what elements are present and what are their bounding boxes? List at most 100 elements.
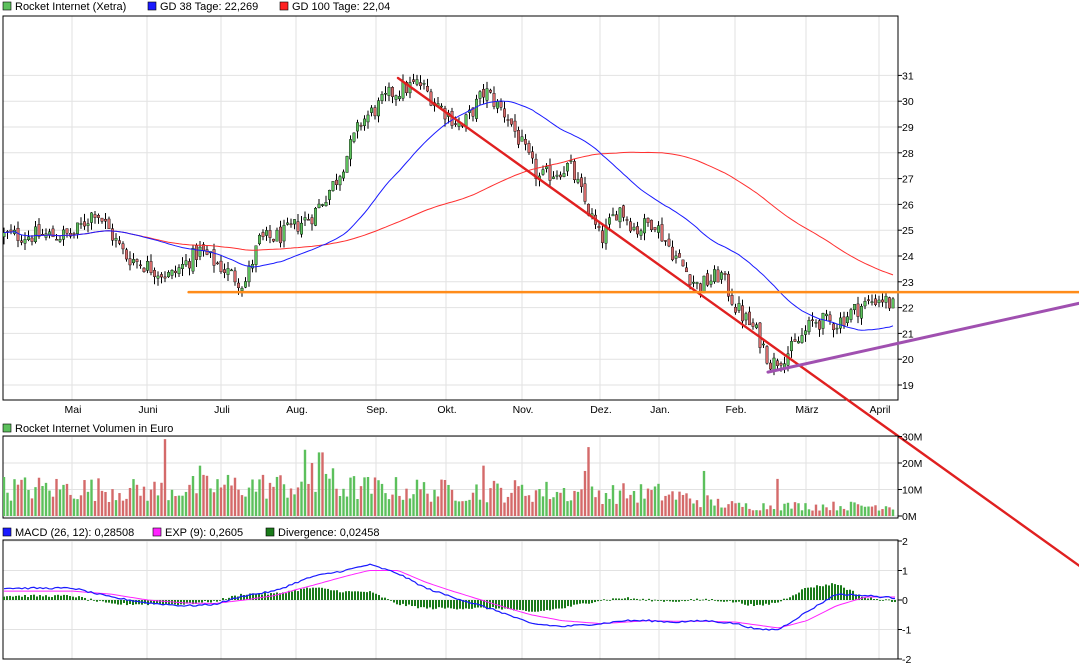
candle-body [356,122,360,132]
candle-body [293,219,297,225]
divergence-bar [588,600,590,604]
volume-bar [545,481,548,516]
divergence-bar [774,600,776,603]
divergence-bar [642,598,644,600]
divergence-bar [648,598,650,600]
volume-bar [3,476,6,516]
volume-tick-label: 0M [902,511,917,523]
divergence-bar [885,599,887,601]
legend-macd: MACD (26, 12): 0,28508 [15,527,134,539]
volume-bar [146,500,149,516]
candle-body [597,226,601,228]
divergence-bar [708,600,710,601]
divergence-bar [210,600,212,603]
volume-bar [489,488,492,516]
candle-body [236,282,240,289]
candle-body [716,269,720,283]
candle-body [55,239,59,241]
candle-body [422,83,426,85]
candle-body [240,287,244,291]
candle-body [324,202,328,207]
volume-bar [86,491,90,516]
divergence-bar [99,600,101,601]
volume-bar [338,496,342,516]
candle-body [180,264,184,269]
divergence-bar [384,597,386,600]
candle-body [391,87,395,97]
divergence-bar [153,600,155,605]
volume-bar [349,477,352,516]
divergence-bar [48,596,50,600]
volume-bar [55,478,58,516]
divergence-bar [438,600,440,608]
candle-body [317,203,321,208]
divergence-bar [660,600,662,601]
candle-body [159,274,163,278]
volume-bar [779,510,783,516]
candle-body [653,227,657,230]
volume-bar [58,489,62,516]
candle-body [674,255,678,259]
candle-body [142,267,146,272]
candle-body [853,304,857,311]
divergence-bar [594,600,596,603]
divergence-bar [840,585,842,600]
candle-body [405,82,409,93]
divergence-bar [759,600,761,605]
candle-body [734,307,738,313]
volume-bar [387,499,391,516]
divergence-bar [108,600,110,603]
volume-bar [44,482,48,516]
legend-swatch-price [2,1,12,11]
divergence-bar [228,597,230,600]
divergence-bar [450,600,452,609]
candle-body [79,223,83,225]
volume-bar [370,493,373,516]
volume-bar [674,499,678,516]
volume-bar [618,490,622,516]
divergence-bar [864,597,866,600]
divergence-bar [489,600,491,609]
volume-bar [755,510,758,516]
volume-bar [174,496,177,516]
volume-bar [804,503,807,516]
volume-bar [576,491,580,516]
candle-body [713,269,717,282]
candle-body [27,236,31,241]
divergence-bar [558,600,560,609]
volume-bar [790,508,793,516]
price-tick-label: 19 [902,380,914,392]
volume-bar [821,504,825,516]
candle-body [629,221,633,232]
candle-body [58,239,62,242]
candle-body [685,267,689,273]
legend-swatch-gd38 [147,1,157,11]
candle-body [657,225,661,233]
volume-bar [401,499,405,516]
volume-bar [615,503,618,516]
divergence-bar [336,590,338,600]
divergence-bar [867,598,869,600]
candle-body [37,224,41,237]
candle-body [867,299,871,301]
divergence-bar [150,600,152,604]
macd-tick-label: 1 [902,566,908,578]
volume-bar [345,496,349,516]
divergence-bar [687,600,689,601]
divergence-bar [282,592,284,600]
candle-body [184,260,188,266]
divergence-bar [432,600,434,610]
candle-body [478,91,482,99]
divergence-bar [735,600,737,603]
volume-bar [198,465,202,516]
candle-body [709,280,713,285]
divergence-bar [204,600,206,601]
volume-bar [240,495,244,516]
candle-body [678,253,682,258]
volume-bar [625,498,629,516]
legend-divergence: Divergence: 0,02458 [278,527,380,539]
volume-bar [461,501,464,516]
volume-bar [289,488,293,516]
volume-bar [475,484,478,516]
volume-bars [3,439,895,516]
